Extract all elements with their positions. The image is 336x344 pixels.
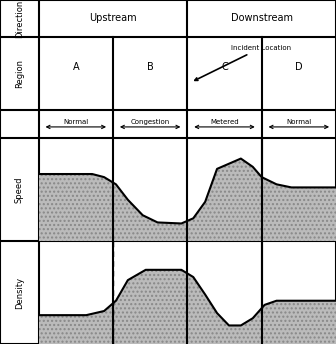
Text: Upstream: Upstream bbox=[89, 13, 137, 23]
Text: Downstream: Downstream bbox=[230, 13, 293, 23]
Text: Region: Region bbox=[15, 59, 24, 88]
Text: C: C bbox=[221, 62, 228, 72]
Text: Direction: Direction bbox=[15, 0, 24, 37]
Text: B: B bbox=[147, 62, 154, 72]
Text: Density: Density bbox=[15, 277, 24, 309]
Text: Incident Location: Incident Location bbox=[195, 45, 291, 80]
Text: Speed: Speed bbox=[15, 176, 24, 203]
Text: Normal: Normal bbox=[286, 119, 311, 126]
Text: Metered: Metered bbox=[210, 119, 239, 126]
Text: D: D bbox=[295, 62, 303, 72]
Text: A: A bbox=[73, 62, 79, 72]
Text: Congestion: Congestion bbox=[130, 119, 170, 126]
Text: Normal: Normal bbox=[63, 119, 88, 126]
